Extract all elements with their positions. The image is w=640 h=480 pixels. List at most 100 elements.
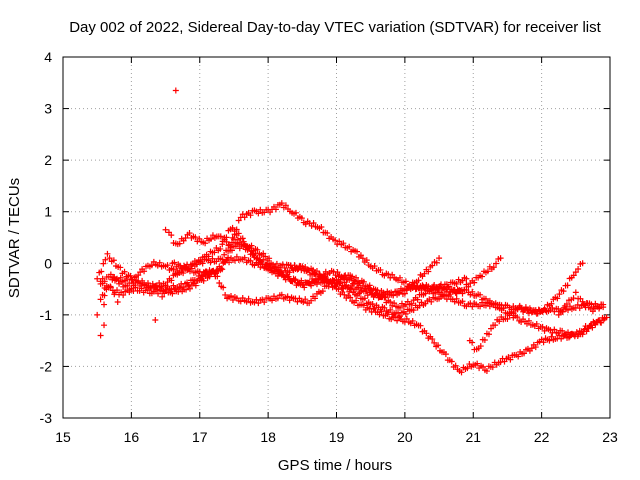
data-point xyxy=(396,304,403,311)
data-point xyxy=(442,351,449,358)
data-point xyxy=(168,232,175,239)
data-point xyxy=(217,233,224,240)
data-point xyxy=(421,270,428,277)
data-point xyxy=(559,327,566,334)
x-tick-labels: 15 16 17 18 19 20 21 22 23 xyxy=(55,429,618,445)
data-point xyxy=(459,298,466,305)
data-point xyxy=(481,337,488,344)
data-point xyxy=(318,223,325,230)
y-tick-label: 3 xyxy=(44,101,52,117)
data-point xyxy=(575,265,582,272)
x-tick-label: 18 xyxy=(260,429,276,445)
data-point xyxy=(202,240,209,247)
y-tick-labels: -3 -2 -1 0 1 2 3 4 xyxy=(40,49,53,426)
data-point xyxy=(177,285,184,292)
data-point xyxy=(579,298,586,305)
data-point xyxy=(564,307,571,314)
data-point xyxy=(254,246,261,253)
data-point xyxy=(299,263,306,270)
x-tick-label: 20 xyxy=(397,429,413,445)
data-point xyxy=(148,262,155,269)
data-point xyxy=(465,283,472,290)
data-point xyxy=(433,259,440,266)
data-point xyxy=(482,302,489,309)
data-point xyxy=(480,363,487,370)
data-point xyxy=(169,290,176,297)
data-point xyxy=(563,301,570,308)
data-point xyxy=(435,342,442,349)
data-point xyxy=(247,212,254,219)
data-point xyxy=(218,265,225,272)
grid-lines xyxy=(63,57,610,418)
y-tick-label: 0 xyxy=(44,255,52,271)
data-point xyxy=(600,317,607,324)
data-point xyxy=(409,317,416,324)
x-tick-label: 21 xyxy=(465,429,481,445)
data-point xyxy=(349,282,356,289)
y-tick-label: 4 xyxy=(44,49,52,65)
data-point xyxy=(114,287,121,294)
data-point xyxy=(186,285,193,292)
data-point xyxy=(507,356,514,363)
data-point xyxy=(233,226,240,233)
data-point xyxy=(334,269,341,276)
data-point xyxy=(313,281,320,288)
data-point xyxy=(332,237,339,244)
y-tick-label: -2 xyxy=(40,358,53,374)
data-point xyxy=(312,295,319,302)
data-point xyxy=(515,353,522,360)
data-point xyxy=(260,250,267,257)
data-point xyxy=(241,214,248,221)
data-point xyxy=(363,257,370,264)
data-point xyxy=(341,279,348,286)
data-point xyxy=(223,238,230,245)
data-point xyxy=(477,303,484,310)
data-point xyxy=(371,263,378,270)
data-point xyxy=(461,286,468,293)
data-point xyxy=(206,273,213,280)
data-point xyxy=(107,271,114,278)
data-point xyxy=(560,288,567,295)
data-point xyxy=(596,305,603,312)
data-point xyxy=(490,264,497,271)
data-point xyxy=(324,230,331,237)
data-point xyxy=(127,272,134,279)
data-point xyxy=(152,317,159,324)
data-point xyxy=(132,284,139,291)
data-point xyxy=(526,305,533,312)
data-point xyxy=(228,293,235,300)
data-point xyxy=(416,302,423,309)
data-point xyxy=(144,286,151,293)
data-point xyxy=(298,215,305,222)
data-point xyxy=(241,254,248,261)
data-point xyxy=(514,314,521,321)
data-point xyxy=(282,202,289,209)
data-point xyxy=(463,275,470,282)
data-point xyxy=(428,286,435,293)
data-point xyxy=(534,310,541,317)
data-point xyxy=(474,360,481,367)
data-point xyxy=(220,284,227,291)
data-point xyxy=(262,253,269,260)
data-point xyxy=(172,87,179,94)
data-point xyxy=(128,276,135,283)
data-point xyxy=(138,285,145,292)
data-point xyxy=(257,257,264,264)
data-point xyxy=(452,289,459,296)
data-point xyxy=(312,271,319,278)
data-point xyxy=(278,291,285,298)
data-point xyxy=(302,264,309,270)
data-point xyxy=(381,304,388,311)
data-point xyxy=(182,235,189,242)
data-point xyxy=(493,260,500,267)
data-point xyxy=(532,344,539,351)
data-point xyxy=(469,339,476,346)
data-point xyxy=(554,295,561,302)
data-point xyxy=(403,287,410,294)
data-point xyxy=(353,297,360,304)
data-point xyxy=(394,317,401,324)
data-point xyxy=(579,260,586,267)
data-point xyxy=(445,293,452,300)
data-point xyxy=(414,296,421,303)
